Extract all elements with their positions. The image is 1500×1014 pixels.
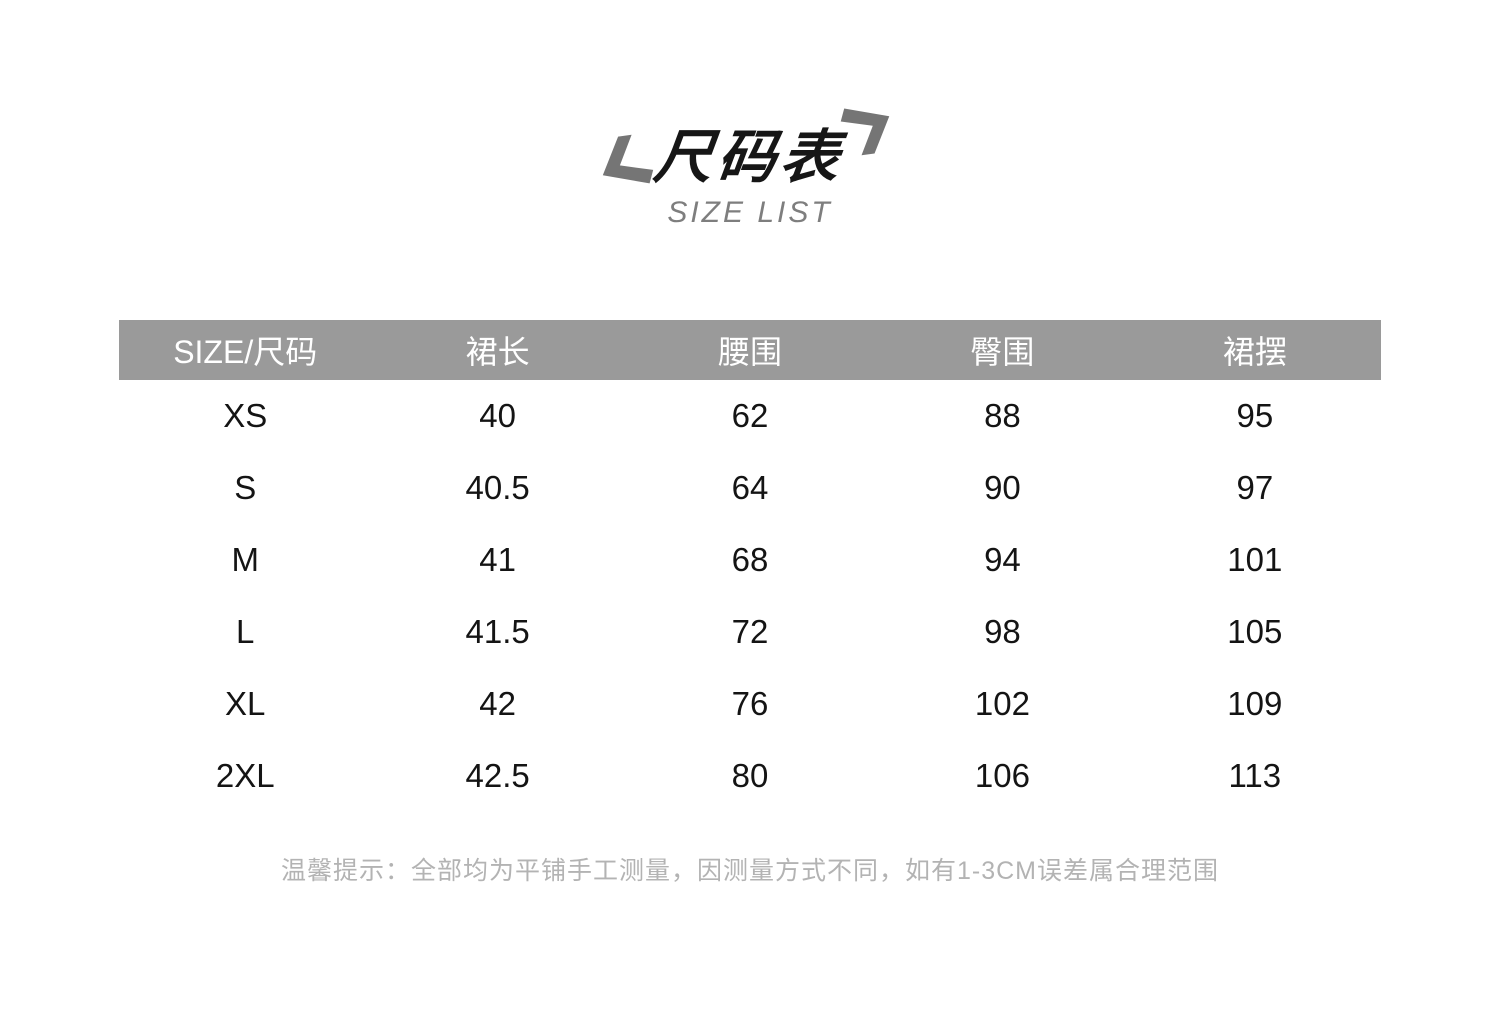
table-cell: 40: [479, 397, 516, 434]
table-row-m: M 41 68 94 101: [119, 524, 1381, 596]
table-cell: 102: [974, 685, 1030, 722]
table-row-s: S 40.5 64 90 97: [119, 452, 1381, 524]
table-row-xs: XS 40 62 88 95: [119, 380, 1381, 452]
table-cell: 97: [1236, 469, 1274, 506]
table-cell: 76: [731, 685, 769, 722]
table-cell: 109: [1227, 685, 1283, 722]
table-row-l: L 41.5 72 98 105: [119, 596, 1381, 668]
measurement-note: 温馨提示：全部均为平铺手工测量，因测量方式不同，如有1-3CM误差属合理范围: [280, 857, 1219, 885]
table-cell: 40.5: [465, 469, 530, 506]
size-chart-subtitle: SIZE LIST: [667, 196, 833, 229]
table-cell: 72: [731, 613, 769, 650]
size-label: XS: [223, 397, 268, 434]
table-cell: 41: [479, 541, 516, 578]
right-angle-bracket-icon: [840, 108, 890, 156]
table-cell: 90: [984, 469, 1021, 506]
table-cell: 88: [984, 397, 1021, 434]
size-label: 2XL: [215, 757, 275, 794]
table-cell: 101: [1227, 541, 1283, 578]
left-angle-bracket-icon: [602, 134, 654, 184]
size-label: M: [231, 541, 259, 578]
column-header-hip: 臀围: [970, 334, 1035, 370]
title-block: 尺码表 SIZE LIST: [0, 0, 1500, 240]
size-table: SIZE/尺码 裙长 腰围 臀围 裙摆 XS 40 62 88 95 S 40.…: [119, 320, 1381, 812]
table-cell: 68: [731, 541, 769, 578]
table-cell: 105: [1227, 613, 1283, 650]
table-row-xl: XL 42 76 102 109: [119, 668, 1381, 740]
size-label: XL: [225, 685, 266, 722]
table-header-row: SIZE/尺码 裙长 腰围 臀围 裙摆: [119, 320, 1381, 380]
table-row-2xl: 2XL 42.5 80 106 113: [119, 740, 1381, 812]
size-label: L: [236, 613, 255, 650]
table-cell: 42.5: [465, 757, 530, 794]
table-cell: 106: [974, 757, 1030, 794]
table-cell: 113: [1228, 757, 1282, 794]
size-label: S: [234, 469, 257, 506]
size-chart-title: 尺码表: [650, 125, 848, 190]
table-cell: 94: [984, 541, 1021, 578]
table-cell: 41.5: [465, 613, 530, 650]
column-header-skirt-length: 裙长: [465, 334, 530, 370]
table-cell: 62: [731, 397, 769, 434]
column-header-size: SIZE/尺码: [173, 334, 318, 370]
table-cell: 98: [984, 613, 1021, 650]
table-cell: 80: [731, 757, 769, 794]
table-cell: 95: [1236, 397, 1274, 434]
column-header-hem: 裙摆: [1222, 334, 1287, 370]
table-cell: 64: [731, 469, 769, 506]
column-header-waist: 腰围: [718, 334, 783, 370]
table-cell: 42: [479, 685, 516, 722]
